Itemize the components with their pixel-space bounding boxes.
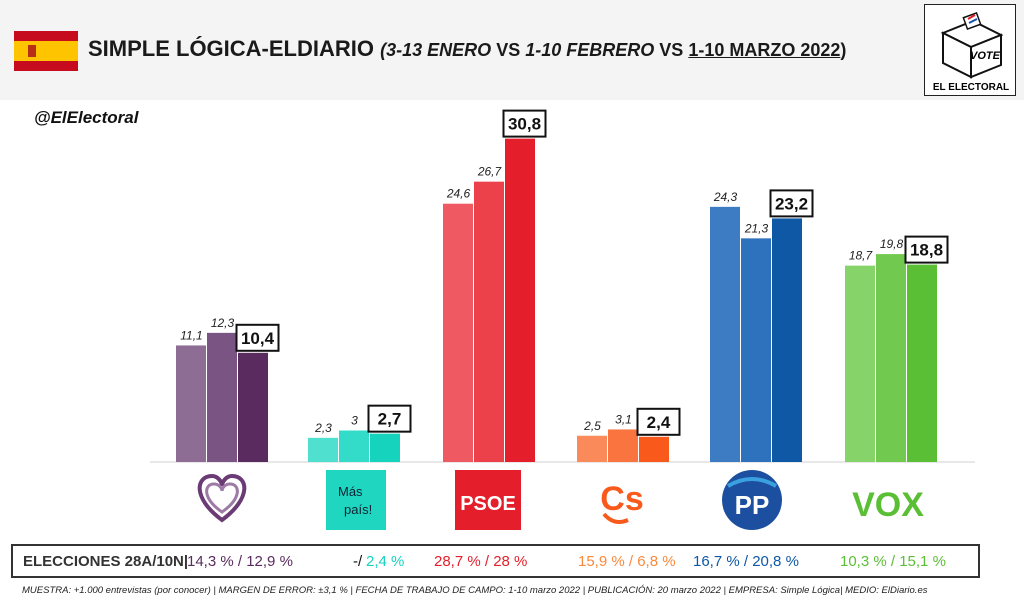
data-label-2-0: 24,6 xyxy=(446,187,471,201)
svg-text:VOTE: VOTE xyxy=(970,50,1001,62)
pp-logo: PP xyxy=(722,470,782,530)
bar-2-1 xyxy=(474,181,504,462)
legend-label: ELECCIONES 28A/10N| xyxy=(23,553,189,570)
chart-title: SIMPLE LÓGICA-ELDIARIO (3-13 ENERO VS 1-… xyxy=(88,36,847,61)
bar-3-1 xyxy=(608,429,638,462)
svg-text:PSOE: PSOE xyxy=(460,493,516,515)
legend-item-maspais-dash: -/ xyxy=(353,553,363,570)
el-electoral-logo: VOTE EL ELECTORAL xyxy=(924,4,1016,96)
data-label-5-0: 18,7 xyxy=(849,249,874,263)
cs-logo: Cs xyxy=(600,480,644,524)
svg-text:PP: PP xyxy=(735,490,770,520)
data-label-4-0: 24,3 xyxy=(713,190,738,204)
legend-item-podemos: 14,3 % / 12,9 % xyxy=(187,553,293,570)
heart-logo xyxy=(197,473,247,523)
bar-3-0 xyxy=(577,435,607,462)
bar-4-1 xyxy=(741,238,771,462)
legend-item-pp: 16,7 % / 20,8 % xyxy=(693,553,799,570)
legend-item-cs: 15,9 % / 6,8 % xyxy=(578,553,676,570)
legend-item-psoe: 28,7 % / 28 % xyxy=(434,553,528,570)
bar-1-2 xyxy=(370,433,400,462)
current-value-box-4 xyxy=(769,189,814,218)
svg-text:Más: Más xyxy=(338,484,363,499)
svg-text:país!: país! xyxy=(344,502,372,517)
bar-5-1 xyxy=(876,254,906,462)
current-value-label-4: 23,2 xyxy=(775,194,808,213)
current-value-box-5 xyxy=(904,235,949,264)
mas-pais-logo: Más país! xyxy=(326,470,386,530)
bar-5-2 xyxy=(907,264,937,462)
bar-0-0 xyxy=(176,345,206,462)
current-value-label-1: 2,7 xyxy=(378,410,402,429)
current-value-box-0 xyxy=(235,323,280,352)
data-label-0-0: 11,1 xyxy=(180,328,202,342)
data-label-0-1: 12,3 xyxy=(211,316,235,330)
data-label-4-1: 21,3 xyxy=(744,221,769,235)
current-value-label-5: 18,8 xyxy=(910,241,943,260)
twitter-handle: @ElElectoral xyxy=(34,108,139,127)
data-label-1-1: 3 xyxy=(351,414,358,428)
bar-1-1 xyxy=(339,430,369,462)
data-label-1-0: 2,3 xyxy=(314,421,332,435)
current-value-label-2: 30,8 xyxy=(508,115,541,134)
bar-0-2 xyxy=(238,352,268,462)
legend-item-vox: 10,3 % / 15,1 % xyxy=(840,553,946,570)
svg-text:EL ELECTORAL: EL ELECTORAL xyxy=(933,82,1009,93)
bar-0-1 xyxy=(207,332,237,462)
legend-item-maspais: 2,4 % xyxy=(366,553,405,570)
vox-logo: VOX xyxy=(852,486,924,524)
bar-1-0 xyxy=(308,437,338,462)
bar-chart: 11,1 12,3 10,4 2,3 3 2,7 24,6 26,7 30,8 2,5 3,1 2,4… xyxy=(150,109,975,530)
data-label-2-1: 26,7 xyxy=(477,165,503,179)
data-label-5-1: 19,8 xyxy=(880,237,904,251)
current-value-label-0: 10,4 xyxy=(241,329,275,348)
data-label-3-1: 3,1 xyxy=(615,412,632,426)
psoe-logo: PSOE xyxy=(455,470,521,530)
spain-flag-icon xyxy=(14,31,78,71)
svg-text:Cs: Cs xyxy=(600,480,643,518)
bar-4-2 xyxy=(772,218,802,462)
footer-note: MUESTRA: +1.000 entrevistas (por conocer… xyxy=(22,585,928,596)
bar-3-2 xyxy=(639,436,669,462)
header-bar: SIMPLE LÓGICA-ELDIARIO (3-13 ENERO VS 1-… xyxy=(0,0,1024,100)
bar-4-0 xyxy=(710,206,740,462)
current-dates: 1-10 MARZO 2022 xyxy=(688,40,841,60)
current-value-box-2 xyxy=(502,109,547,138)
current-value-box-3 xyxy=(636,407,681,436)
data-label-3-0: 2,5 xyxy=(583,419,601,433)
bar-5-0 xyxy=(845,265,875,462)
current-value-label-3: 2,4 xyxy=(647,413,671,432)
bar-2-0 xyxy=(443,203,473,462)
election-results-legend: ELECCIONES 28A/10N| 14,3 % / 12,9 % -/ 2… xyxy=(11,544,980,578)
current-value-box-1 xyxy=(367,404,412,433)
bar-2-2 xyxy=(505,138,535,462)
svg-text:VOX: VOX xyxy=(852,486,924,524)
